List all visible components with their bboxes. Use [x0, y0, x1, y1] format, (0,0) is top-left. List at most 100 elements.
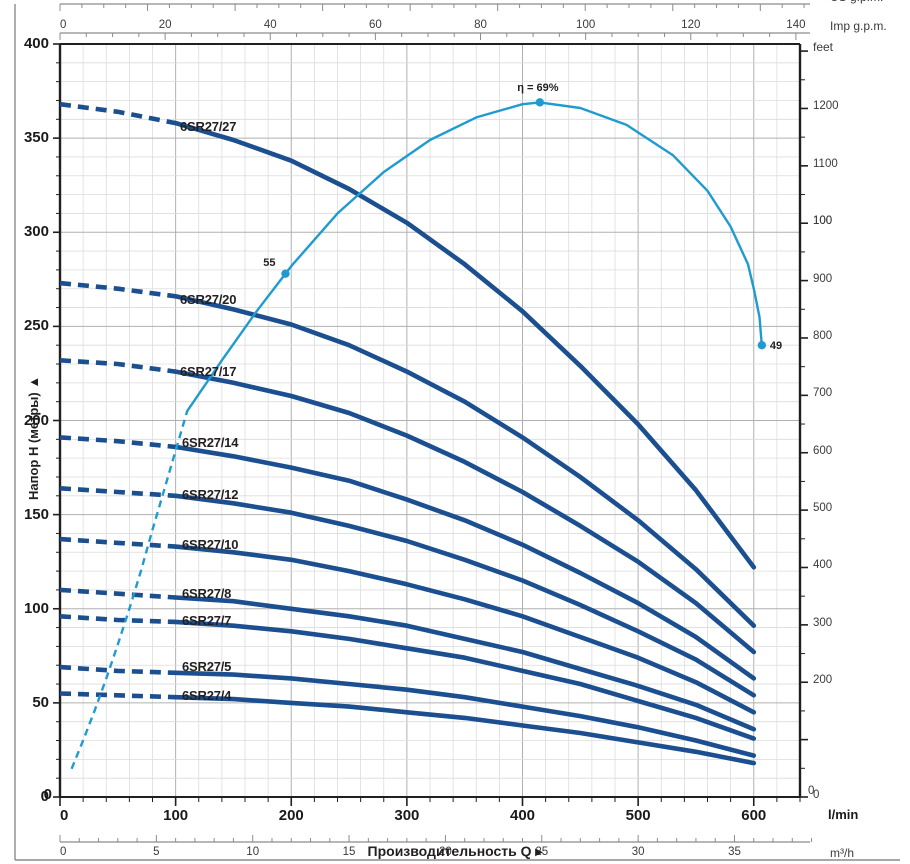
pump-curve-label: 6SR27/4	[182, 688, 232, 703]
x-imp-tick-label: 40	[263, 19, 277, 31]
x-us-tick-label: 160	[751, 0, 770, 2]
x-us-axis	[59, 3, 810, 11]
y-right-zero-label: 0	[808, 785, 815, 797]
pump-curve-dashed	[59, 358, 176, 374]
pump-curve-label: 6SR27/14	[182, 435, 239, 450]
efficiency-marker-dot	[535, 98, 545, 107]
pump-curve	[59, 587, 757, 732]
x-m3h-tick-label: 5	[153, 846, 160, 858]
pump-curve-label: 6SR27/10	[182, 537, 239, 552]
x-us-tick-label: 120	[576, 0, 595, 2]
pump-curve-dashed	[59, 614, 176, 625]
y-right-tick-label: 100	[813, 215, 833, 228]
x-m3h-tick-label: 25	[535, 846, 549, 858]
x-lmin-tick-label: 600	[741, 807, 767, 824]
y-left-tick-label: 100	[23, 599, 49, 617]
x-m3h-tick-label: 30	[631, 846, 645, 858]
x-us-unit-label: US g.p.m.	[830, 0, 883, 4]
x-lmin-tick-label: 500	[625, 807, 651, 824]
pump-curve-label: 6SR27/8	[182, 586, 232, 601]
x-m3h-tick-label: 15	[342, 846, 356, 858]
pump-curve-dashed	[59, 691, 176, 700]
x-imp-unit-label: Imp g.p.m.	[830, 19, 887, 33]
x-lmin-tick-label: 0	[60, 807, 69, 824]
x-us-tick-label: 0	[60, 0, 66, 2]
pump-curve-label: 6SR27/5	[182, 659, 232, 674]
pump-curve-label: 6SR27/20	[180, 292, 237, 307]
pump-curve-solid	[173, 670, 757, 758]
x-lmin-tick-label: 300	[394, 807, 420, 824]
pump-curve	[59, 691, 757, 766]
x-us-tick-label: 40	[229, 0, 242, 2]
x-us-tick-label: 100	[488, 0, 507, 2]
x-imp-tick-label: 0	[60, 19, 67, 31]
x-lmin-unit-label: l/min	[828, 807, 859, 822]
y-left-tick-label: 250	[23, 317, 49, 335]
pump-curve-dashed	[59, 536, 176, 549]
pump-curve-dashed	[59, 664, 176, 676]
pump-curve-solid	[173, 120, 757, 570]
x-m3h-unit-label: m³/h	[830, 846, 854, 860]
efficiency-curve	[70, 98, 767, 770]
pump-curve-label: 6SR27/7	[182, 613, 232, 628]
x-m3h-tick-label: 35	[728, 846, 741, 858]
pump-curve-solid	[173, 595, 757, 732]
y-right-tick-label: 900	[813, 272, 833, 285]
pump-curve-dashed	[59, 587, 176, 600]
x-m3h-tick-label: 20	[439, 846, 452, 858]
x-m3h-axis	[59, 835, 813, 843]
pump-curve-dashed	[59, 435, 176, 450]
y-right-tick-label: 1100	[813, 157, 838, 170]
x-imp-tick-label: 80	[474, 19, 487, 31]
pump-curve-label: 6SR27/27	[180, 119, 237, 134]
x-imp-tick-label: 100	[576, 19, 596, 31]
x-imp-tick-label: 20	[158, 19, 172, 31]
pump-curves	[59, 101, 757, 766]
efficiency-curve-dashed	[70, 410, 189, 770]
grid-lines	[59, 43, 801, 798]
y-right-tick-label: 700	[813, 387, 833, 400]
efficiency-marker-dot	[757, 341, 767, 350]
pump-curve-solid	[173, 294, 757, 628]
pump-curve	[59, 536, 757, 715]
pump-curve	[59, 280, 757, 628]
y-left-tick-label: 400	[23, 35, 49, 52]
efficiency-peak-label: η = 69%	[517, 82, 559, 95]
x-us-tick-label: 80	[404, 0, 417, 2]
y-left-tick-label: 200	[23, 411, 49, 429]
y-right-tick-label: 200	[813, 674, 833, 687]
pump-curve-dashed	[59, 101, 177, 126]
pump-curve-dashed	[59, 486, 176, 499]
pump-curve	[59, 614, 757, 741]
pump-curve	[59, 664, 757, 758]
x-lmin-tick-label: 200	[278, 807, 304, 824]
x-imp-tick-label: 120	[681, 19, 701, 31]
y-right-tick-label: 800	[813, 329, 833, 342]
pump-curve	[59, 358, 757, 655]
y-left-tick-label: 300	[23, 223, 49, 241]
pump-curve	[59, 486, 757, 698]
x-m3h-tick-label: 0	[60, 846, 67, 858]
x-imp-tick-label: 140	[786, 19, 806, 31]
pump-curve-label: 6SR27/12	[182, 487, 239, 502]
pump-curve-dashed	[59, 280, 176, 299]
pump-curve-solid	[173, 619, 757, 741]
y-left-tick-label: 150	[23, 505, 49, 523]
y-right-tick-label: 600	[813, 444, 833, 457]
pump-curve-label: 6SR27/17	[180, 364, 237, 379]
x-m3h-tick-label: 10	[246, 846, 260, 858]
x-us-tick-label: 140	[663, 0, 682, 2]
y-right-unit-label: feet	[813, 40, 834, 54]
efficiency-point-label: 55	[263, 256, 276, 269]
y-right-tick-label: 500	[813, 502, 833, 515]
pump-curve	[59, 435, 757, 681]
x-imp-axis	[59, 32, 810, 40]
x-lmin-tick-label: 400	[509, 807, 536, 824]
y-right-tick-label: 400	[813, 559, 833, 572]
y-right-tick-label: 100	[813, 215, 833, 228]
pump-curve-solid	[173, 493, 757, 698]
x-axis-title: Производительность Q ▸	[367, 843, 543, 859]
x-us-tick-label: 20	[141, 0, 154, 2]
